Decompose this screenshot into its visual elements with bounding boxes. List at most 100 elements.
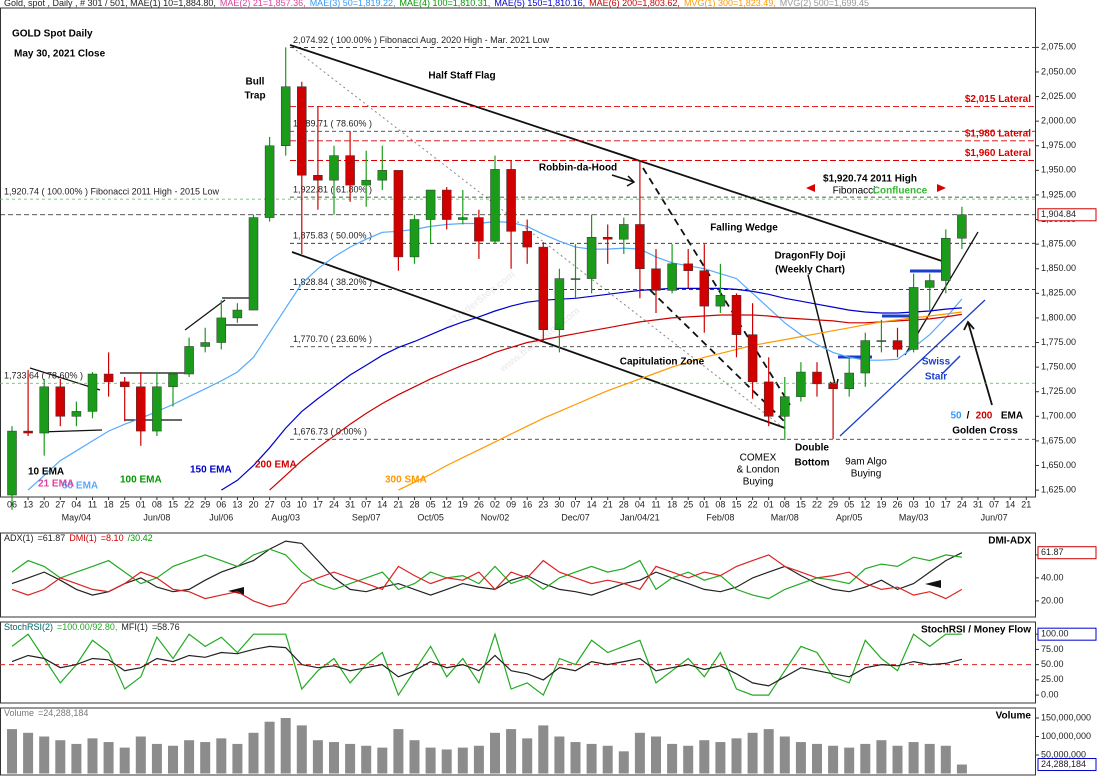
y-tick-label: 1,825.00 <box>1041 288 1076 298</box>
annotation: 9am Algo <box>845 457 887 468</box>
x-month-label: Jul/06 <box>209 512 233 522</box>
annotation: 50 <box>950 411 962 422</box>
header-item: Gold, spot , Daily , # 301 / 501, MAE(1)… <box>4 0 216 8</box>
x-tick-label: 22 <box>748 499 758 509</box>
candle-body <box>264 145 275 218</box>
candle-body <box>651 268 661 291</box>
x-tick-label: 04 <box>71 499 81 509</box>
candle-body <box>313 175 323 181</box>
chart-subtitle: May 30, 2021 Close <box>14 49 106 60</box>
x-tick-label: 27 <box>265 499 275 509</box>
x-tick-label: 02 <box>490 499 500 509</box>
candle-body <box>892 340 903 350</box>
volume-bar <box>618 751 629 774</box>
series-line <box>11 632 962 697</box>
volume-bar <box>280 717 291 774</box>
candle-body <box>747 334 758 383</box>
last-value-box <box>1037 546 1097 560</box>
x-tick-label: 07 <box>361 499 371 509</box>
volume-bar <box>795 742 806 774</box>
x-month-label: Jun/08 <box>143 512 170 522</box>
arrow <box>611 174 636 187</box>
last-value-box <box>1037 758 1097 772</box>
arrow <box>963 320 993 406</box>
candle-body <box>924 280 935 288</box>
annotation: Golden Cross <box>952 426 1018 437</box>
volume-bar <box>876 740 887 774</box>
x-tick-label: 26 <box>892 499 902 509</box>
candle-body <box>860 340 871 374</box>
annotation: DragonFly Doji <box>774 251 845 262</box>
y-tick-label: 50.00 <box>1041 659 1064 669</box>
panel-frame <box>0 532 1036 618</box>
candle-body <box>232 309 243 319</box>
volume-bar <box>731 738 742 774</box>
candle-body <box>119 381 130 388</box>
header-item: StochRSI(2) <box>4 622 53 632</box>
candle-body <box>409 219 420 258</box>
candle-body <box>699 270 710 307</box>
volume-bar <box>200 742 211 774</box>
y-tick-label: 1,625.00 <box>1041 484 1076 494</box>
volume-bar <box>747 732 758 774</box>
x-tick-label: 11 <box>88 499 97 509</box>
candle-body <box>844 372 854 390</box>
volume-bar <box>651 736 661 774</box>
volume-bar <box>667 743 678 774</box>
x-tick-label: 22 <box>812 499 822 509</box>
x-month-label: May/03 <box>899 512 929 522</box>
y-tick-label: 2,000.00 <box>1041 116 1076 126</box>
x-tick-label: 12 <box>860 499 870 509</box>
y-tick-label: 75.00 <box>1041 644 1064 654</box>
y-tick-label: 1,650.00 <box>1041 460 1076 470</box>
lateral-label: $2,015 Lateral <box>965 94 1031 105</box>
volume-bar <box>184 740 195 774</box>
candle-body <box>715 295 726 307</box>
fib-label: 1,828.84 ( 38.20% ) <box>293 277 372 287</box>
fib-label: 1,770.70 ( 23.60% ) <box>293 334 372 344</box>
volume-bar <box>7 729 17 774</box>
x-tick-label: 31 <box>973 499 983 509</box>
volume-bar <box>345 743 356 774</box>
stair-support <box>839 299 986 437</box>
volume-bar <box>248 732 259 774</box>
header-item: MAE(2) 21=1,857.36, <box>220 0 306 8</box>
last-value-label: 100.00 <box>1041 629 1069 639</box>
x-tick-label: 03 <box>909 499 919 509</box>
x-tick-label: 03 <box>281 499 291 509</box>
volume-bar <box>506 729 517 774</box>
header-item: =8.10 <box>101 533 124 543</box>
candle-body <box>55 386 66 417</box>
last-value-label: 24,288,184 <box>1041 759 1086 769</box>
annotation: 21 EMA <box>38 479 74 490</box>
panel-frame <box>0 707 1036 776</box>
volume-bar <box>409 740 420 774</box>
fib-label: 1,733.64 ( 78.60% ) <box>4 371 83 381</box>
x-month-label: Dec/07 <box>561 512 590 522</box>
candle-body <box>506 169 516 232</box>
x-tick-label: 08 <box>780 499 790 509</box>
x-tick-label: 22 <box>184 499 194 509</box>
fib-label: 2,074.92 ( 100.00% ) Fibonacci Aug. 2020… <box>293 35 550 45</box>
x-tick-label: 28 <box>409 499 419 509</box>
volume-bar <box>296 725 307 774</box>
fib-label: 1,920.74 ( 100.00% ) Fibonacci 2011 High… <box>4 187 219 197</box>
annotation: 100 EMA <box>120 475 162 486</box>
annotation: Trap <box>244 91 265 102</box>
volume-bar <box>55 740 66 774</box>
volume-bar <box>924 743 935 774</box>
y-tick-label: 1,950.00 <box>1041 165 1076 175</box>
last-value-label: 61.87 <box>1041 547 1064 557</box>
header-item: =61.87 <box>38 533 66 543</box>
series-line <box>11 554 963 608</box>
candle-body <box>683 263 693 271</box>
volume-bar <box>441 749 452 774</box>
y-tick-label: 40.00 <box>1041 572 1064 582</box>
x-tick-label: 07 <box>570 499 580 509</box>
x-tick-label: 27 <box>55 499 65 509</box>
volume-bar <box>457 747 468 774</box>
lateral-label: $1,980 Lateral <box>965 128 1031 139</box>
candle-body <box>812 371 822 385</box>
annotation: Robbin-da-Hood <box>539 163 617 174</box>
